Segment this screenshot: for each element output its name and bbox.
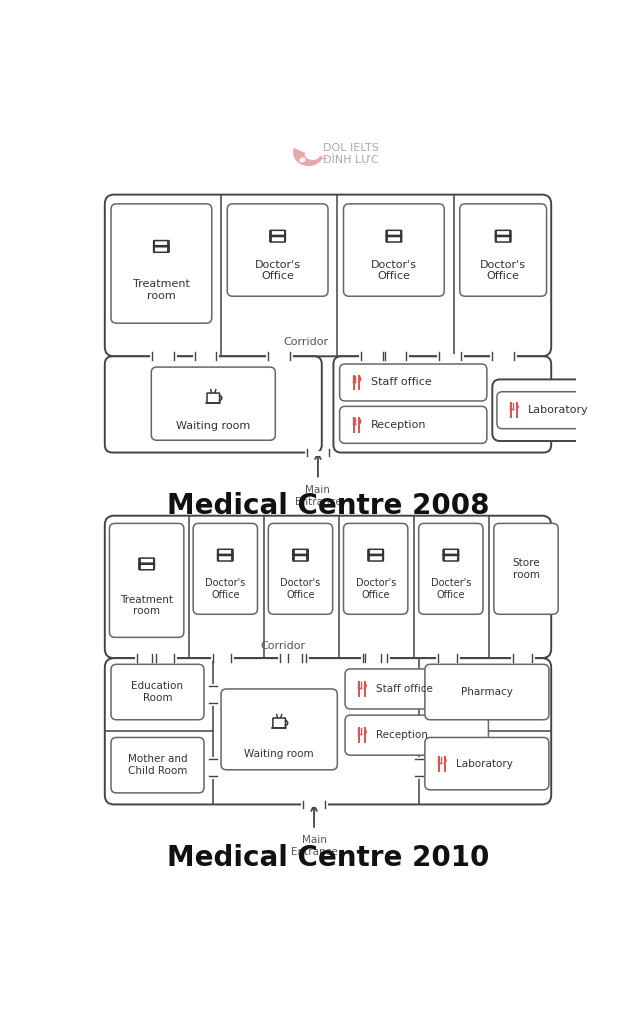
- FancyBboxPatch shape: [268, 524, 333, 614]
- Text: Doctor's
Office: Doctor's Office: [371, 259, 417, 281]
- FancyBboxPatch shape: [344, 204, 444, 296]
- Text: Doctor's
Office: Doctor's Office: [480, 259, 526, 281]
- Text: Main
Entrance: Main Entrance: [294, 485, 341, 506]
- FancyBboxPatch shape: [109, 524, 184, 638]
- PathPatch shape: [293, 148, 323, 166]
- FancyBboxPatch shape: [419, 524, 483, 614]
- FancyBboxPatch shape: [492, 379, 620, 441]
- Text: Docter's
Office: Docter's Office: [431, 578, 471, 600]
- Text: Waiting room: Waiting room: [176, 420, 250, 430]
- Text: Waiting room: Waiting room: [244, 748, 314, 758]
- FancyBboxPatch shape: [494, 524, 558, 614]
- Text: Pharmacy: Pharmacy: [461, 687, 513, 697]
- FancyBboxPatch shape: [344, 524, 408, 614]
- Text: Laboratory: Laboratory: [456, 758, 513, 769]
- Text: Laboratory: Laboratory: [528, 405, 589, 415]
- FancyBboxPatch shape: [340, 406, 487, 444]
- FancyBboxPatch shape: [345, 715, 488, 755]
- FancyBboxPatch shape: [497, 392, 616, 428]
- FancyBboxPatch shape: [111, 664, 204, 720]
- Text: Education
Room: Education Room: [131, 682, 184, 703]
- FancyBboxPatch shape: [105, 658, 551, 805]
- FancyBboxPatch shape: [340, 364, 487, 401]
- Text: Medical Centre 2008: Medical Centre 2008: [167, 492, 489, 521]
- FancyBboxPatch shape: [193, 524, 257, 614]
- Text: Reception: Reception: [371, 420, 426, 429]
- FancyBboxPatch shape: [425, 664, 549, 720]
- Text: Corridor: Corridor: [283, 337, 328, 347]
- FancyBboxPatch shape: [151, 367, 275, 441]
- FancyBboxPatch shape: [460, 204, 547, 296]
- FancyBboxPatch shape: [105, 516, 551, 658]
- FancyBboxPatch shape: [105, 357, 322, 453]
- Text: Doctor's
Office: Doctor's Office: [280, 578, 321, 600]
- Text: Doctor's
Office: Doctor's Office: [205, 578, 245, 600]
- Text: Treatment
room: Treatment room: [120, 594, 173, 616]
- FancyBboxPatch shape: [221, 689, 337, 770]
- FancyBboxPatch shape: [227, 204, 328, 296]
- Text: Main
Entrance: Main Entrance: [291, 835, 337, 857]
- Ellipse shape: [307, 150, 317, 158]
- FancyBboxPatch shape: [105, 195, 551, 357]
- Text: Medical Centre 2010: Medical Centre 2010: [167, 845, 489, 872]
- Text: Store
room: Store room: [512, 558, 540, 579]
- Text: Treatment
room: Treatment room: [133, 279, 190, 300]
- Text: ĐÌNH LỰC: ĐÌNH LỰC: [323, 153, 378, 164]
- Text: Staff office: Staff office: [376, 684, 433, 694]
- FancyBboxPatch shape: [333, 357, 551, 453]
- Text: Mother and
Child Room: Mother and Child Room: [128, 754, 188, 776]
- FancyBboxPatch shape: [425, 737, 549, 790]
- FancyBboxPatch shape: [111, 204, 212, 323]
- FancyBboxPatch shape: [345, 669, 488, 709]
- Text: Doctor's
Office: Doctor's Office: [255, 259, 301, 281]
- Text: Staff office: Staff office: [371, 377, 431, 387]
- Ellipse shape: [300, 158, 305, 162]
- FancyBboxPatch shape: [111, 737, 204, 793]
- Text: Reception: Reception: [376, 730, 428, 740]
- Text: Corridor: Corridor: [260, 641, 306, 651]
- Text: Doctor's
Office: Doctor's Office: [356, 578, 396, 600]
- Text: DOL IELTS: DOL IELTS: [323, 144, 378, 154]
